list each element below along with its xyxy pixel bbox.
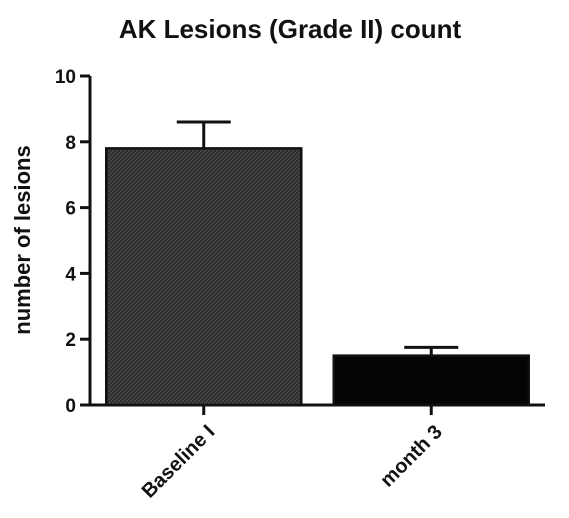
bar-month-3 (332, 354, 530, 407)
y-axis-label: number of lesions (10, 145, 35, 334)
y-tick-label: 2 (65, 330, 76, 351)
y-tick-label: 0 (65, 396, 76, 417)
y-tick-label: 4 (65, 264, 76, 285)
y-tick-label: 8 (65, 133, 76, 154)
bar-baseline-i (105, 147, 303, 407)
plot-area: 0 2 4 6 8 10 Baseline I month 3 (55, 67, 545, 503)
x-tick-label: Baseline I (138, 421, 220, 503)
x-tick-label: month 3 (376, 421, 447, 492)
chart-title: AK Lesions (Grade II) count (119, 14, 462, 44)
y-tick-label: 6 (65, 199, 76, 220)
y-tick-label: 10 (55, 67, 76, 88)
